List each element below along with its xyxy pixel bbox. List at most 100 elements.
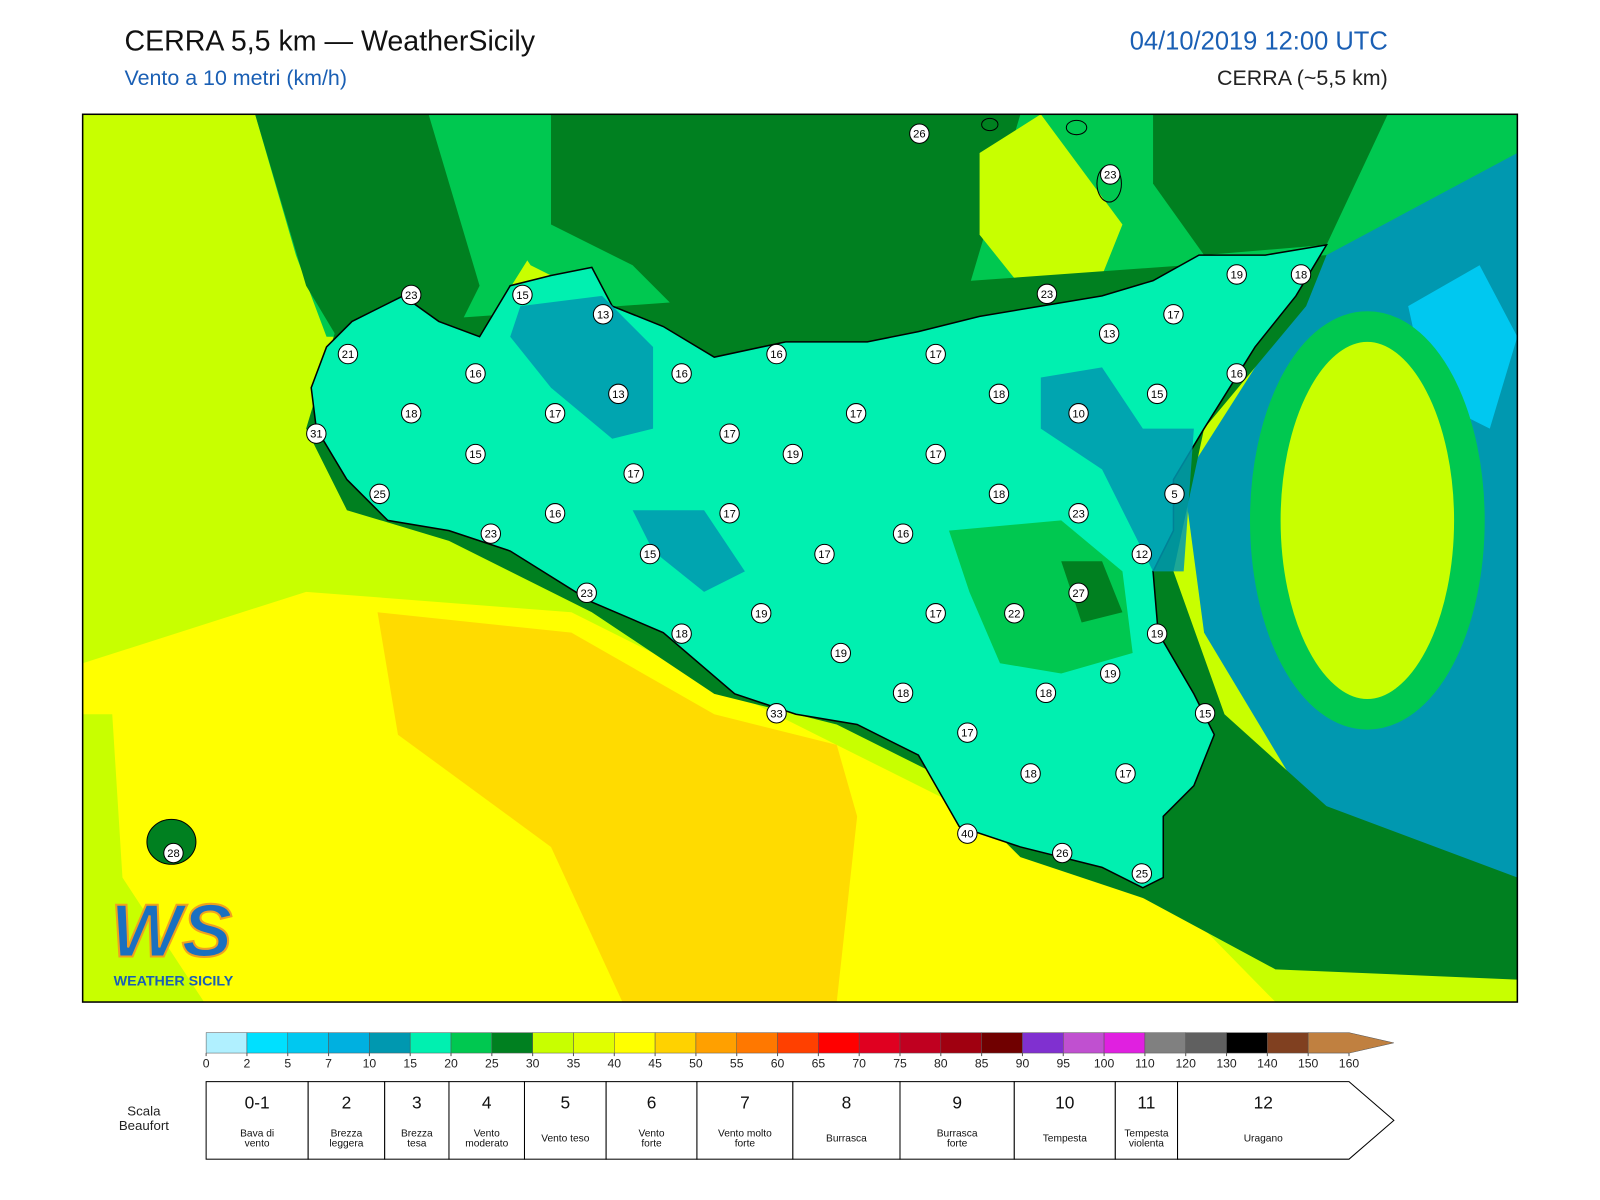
colorbar-box: [695, 1032, 737, 1054]
station-marker: [1068, 582, 1089, 604]
beaufort-force: 2: [342, 1093, 352, 1113]
station-marker: [814, 543, 835, 565]
station: 31: [306, 423, 327, 444]
station: 19: [1100, 663, 1121, 684]
beaufort-label: Tempesta: [1124, 1128, 1169, 1139]
station-marker: [1194, 703, 1216, 724]
station-value: 18: [1024, 768, 1036, 780]
beaufort-title: Scala: [127, 1104, 161, 1119]
beaufort-force: 7: [740, 1093, 750, 1113]
station: 23: [401, 284, 422, 306]
station-marker: [401, 403, 422, 424]
station: 19: [1226, 264, 1247, 285]
station-value: 17: [627, 468, 639, 480]
beaufort-label: Burrasca: [937, 1128, 978, 1139]
station-marker: [1164, 483, 1185, 505]
beaufort-force: 10: [1055, 1093, 1074, 1113]
station-value: 17: [1167, 309, 1179, 321]
station: 23: [480, 523, 502, 544]
logo-text: WS: [111, 890, 233, 974]
station-value: 17: [929, 449, 941, 461]
station-marker: [1100, 663, 1121, 684]
station-marker: [1146, 623, 1168, 644]
station-value: 28: [167, 848, 179, 860]
station: 17: [1163, 304, 1184, 325]
station: 17: [719, 423, 740, 444]
station: 16: [892, 523, 914, 544]
station-value: 5: [1171, 489, 1177, 501]
station-marker: [401, 284, 422, 306]
station-value: 12: [1136, 549, 1148, 561]
field-zone: [979, 114, 1123, 286]
colorbar-tick-label: 15: [403, 1057, 417, 1071]
beaufort-label: moderato: [465, 1139, 508, 1150]
station-marker: [480, 523, 502, 544]
colorbar-tick-label: 150: [1298, 1057, 1319, 1071]
colorbar-tick-label: 90: [1016, 1057, 1030, 1071]
colorbar-box: [328, 1032, 370, 1054]
colorbar-tick-label: 110: [1135, 1057, 1155, 1071]
station-marker: [1068, 503, 1089, 524]
station: 12: [1131, 543, 1153, 565]
station-value: 18: [897, 688, 909, 700]
station: 21: [337, 343, 359, 365]
beaufort-label: forte: [947, 1139, 968, 1150]
beaufort-box: [1013, 1081, 1116, 1160]
station-marker: [163, 842, 184, 864]
station-marker: [306, 423, 327, 444]
station-marker: [845, 403, 867, 424]
station-value: 18: [675, 629, 687, 641]
station-marker: [1035, 682, 1057, 704]
title: CERRA 5,5 km — WeatherSicily: [124, 25, 535, 57]
colorbar-box: [1103, 1032, 1146, 1054]
colorbar-tick-label: 65: [812, 1057, 826, 1071]
station-marker: [1131, 863, 1153, 884]
station-marker: [1163, 304, 1184, 325]
beaufort-title: Beaufort: [119, 1118, 169, 1133]
station-marker: [719, 503, 740, 524]
station: 26: [909, 123, 930, 144]
beaufort-label: Vento: [638, 1128, 664, 1139]
station-value: 19: [1151, 629, 1163, 641]
station: 25: [1131, 863, 1153, 884]
station: 15: [1194, 703, 1216, 724]
colorbar-tick-label: 40: [607, 1057, 621, 1071]
station: 19: [830, 642, 852, 664]
field-zone: [1250, 311, 1485, 730]
subtitle: Vento a 10 metri (km/h): [124, 66, 346, 90]
field-zone: [1061, 561, 1123, 623]
station-value: 17: [723, 429, 735, 441]
station-marker: [671, 623, 692, 644]
beaufort-label: leggera: [329, 1139, 363, 1150]
station: 18: [671, 623, 692, 644]
station-value: 23: [485, 529, 497, 541]
station: 16: [1226, 363, 1247, 384]
station-value: 15: [1151, 389, 1163, 401]
beaufort-box: [899, 1081, 1015, 1160]
colorbar-tick-label: 55: [730, 1057, 744, 1071]
station: 18: [988, 483, 1010, 505]
station: 18: [1035, 682, 1057, 704]
colorbar-arrow: [1307, 1032, 1394, 1054]
beaufort-force: 4: [482, 1093, 492, 1113]
station: 17: [623, 463, 644, 484]
colorbar-box: [818, 1032, 860, 1054]
beaufort-force: 0-1: [245, 1093, 270, 1113]
station-marker: [1226, 363, 1247, 384]
station: 17: [957, 722, 978, 743]
beaufort-box: [205, 1081, 309, 1160]
station-marker: [1020, 763, 1041, 784]
colorbar-tick-label: 30: [526, 1057, 540, 1071]
station-value: 19: [787, 449, 799, 461]
station: 17: [814, 543, 835, 565]
station-value: 16: [549, 508, 561, 520]
colorbar-box: [899, 1032, 942, 1054]
station-value: 13: [1103, 329, 1115, 341]
station-value: 22: [1008, 608, 1020, 620]
station-marker: [1004, 603, 1025, 624]
station-marker: [1036, 283, 1058, 305]
station-marker: [1146, 383, 1168, 405]
beaufort-force: 8: [842, 1093, 852, 1113]
